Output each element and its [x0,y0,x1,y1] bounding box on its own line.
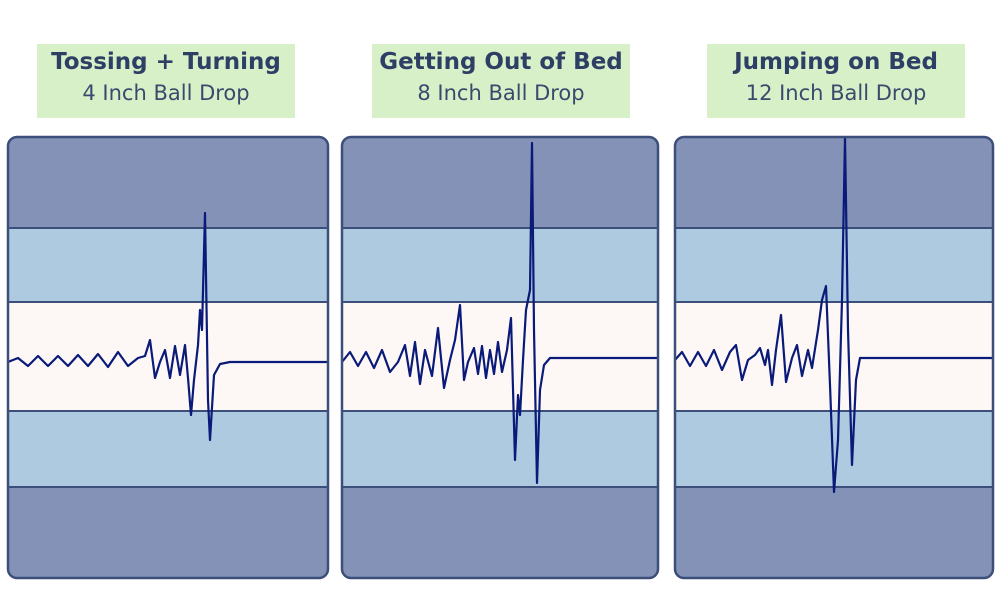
panel-label: Tossing + Turning 4 Inch Ball Drop [37,44,295,118]
panel-bands [8,137,328,578]
waveform [7,211,328,442]
panel-label: Getting Out of Bed 8 Inch Ball Drop [372,44,630,118]
panel-title: Tossing + Turning [51,49,281,75]
panel-subtitle: 4 Inch Ball Drop [82,81,250,105]
panel-frame [340,135,660,580]
waveform [674,136,993,494]
panel-subtitle: 12 Inch Ball Drop [745,81,927,105]
panel-title: Getting Out of Bed [379,49,623,75]
panel-frame [6,135,330,580]
panel-subtitle: 8 Inch Ball Drop [417,81,585,105]
panel-bands [342,137,658,578]
panel-title: Jumping on Bed [734,49,938,75]
waveform [341,141,658,485]
panel-label: Jumping on Bed 12 Inch Ball Drop [707,44,965,118]
panel-frame [673,135,995,580]
